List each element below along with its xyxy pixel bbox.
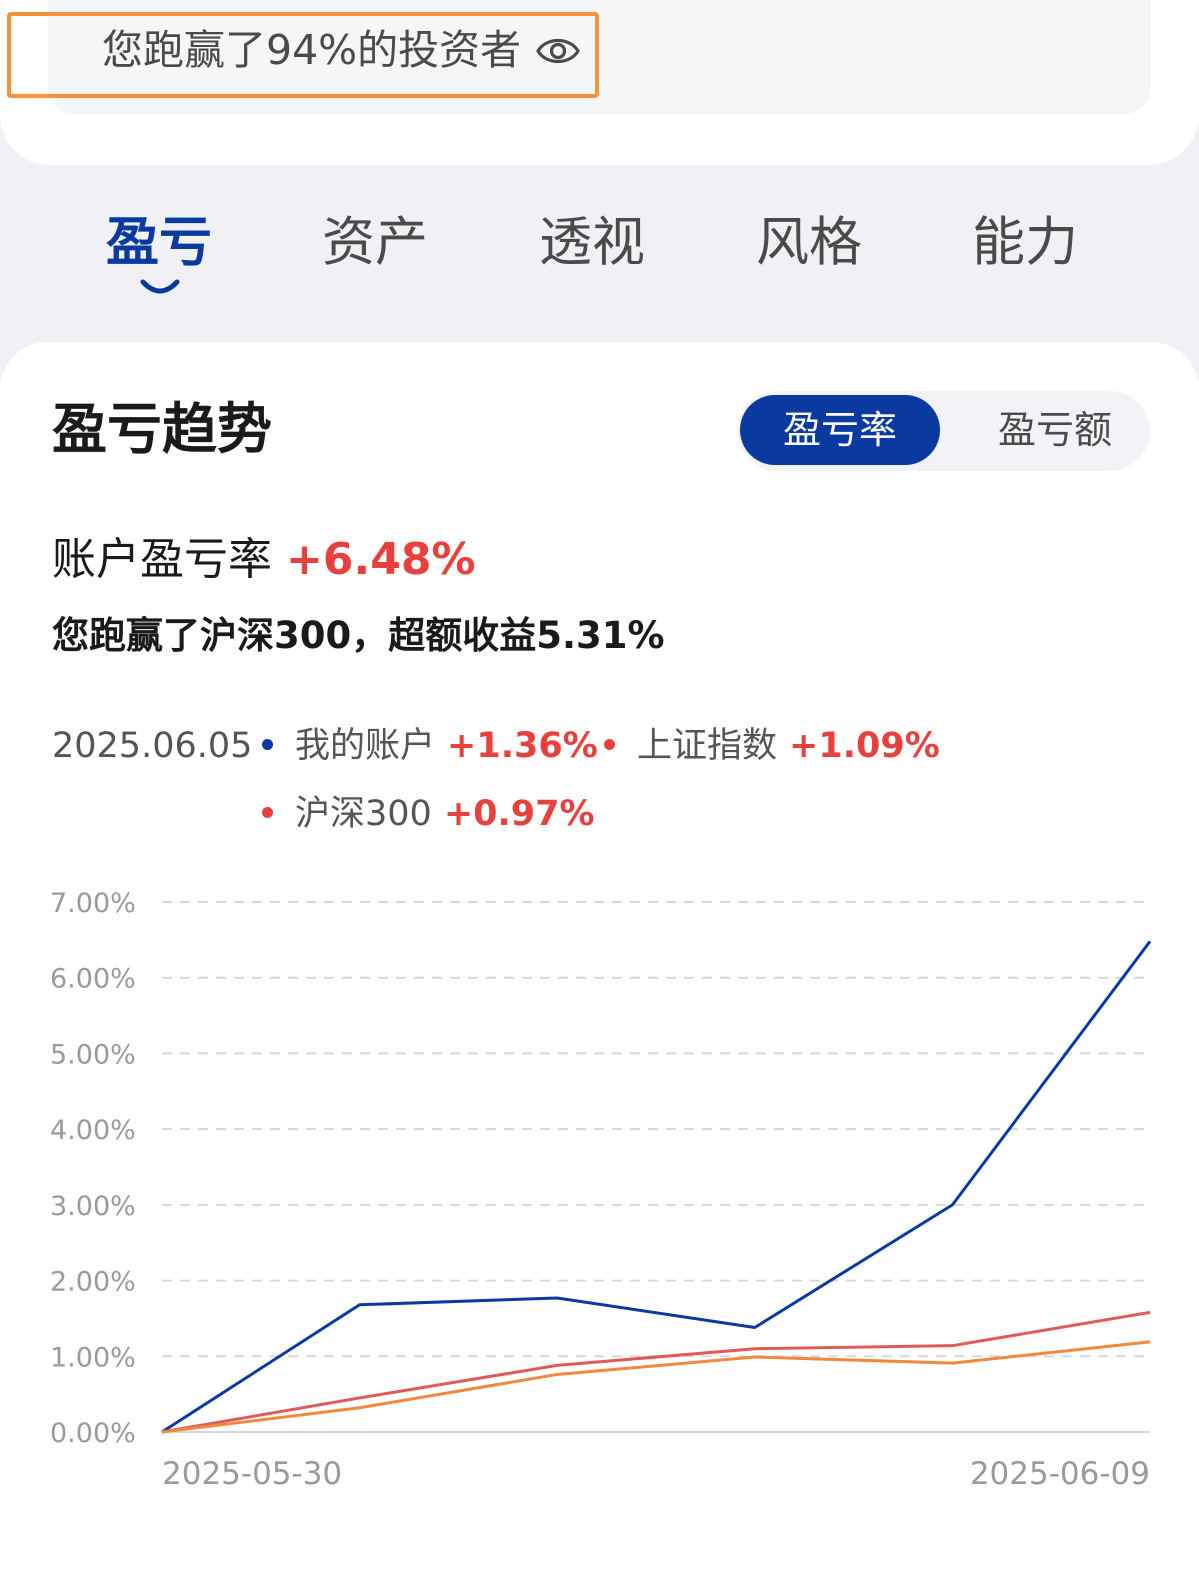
y-tick-label: 1.00% (50, 1342, 136, 1373)
legend-dot-icon (604, 738, 615, 750)
legend-item-account: 我的账户 +1.36% (262, 724, 598, 768)
profit-trend-chart[interactable]: 0.00% 1.00% 2.00% 3.00% 4.00% 5.00% 6.00% 7.00%… (0, 872, 1199, 1532)
beat-index-text: 您跑赢了沪深300，超额收益5.31% (52, 614, 665, 657)
series-line (161, 940, 1152, 1434)
x-tick-label-start: 2025-05-30 (162, 1456, 342, 1492)
series-line (161, 1340, 1151, 1434)
legend-name: 上证指数 (637, 726, 778, 766)
toggle-amount-button[interactable]: 盈亏额 (997, 408, 1112, 452)
section-title: 盈亏趋势 (52, 397, 273, 461)
eye-icon[interactable] (536, 34, 580, 68)
series-line (161, 1310, 1151, 1434)
y-tick-label: 4.00% (50, 1115, 136, 1146)
legend-dot-icon (262, 806, 273, 818)
beat-investors-text: 您跑赢了94%的投资者 (102, 26, 522, 74)
active-tab-indicator (140, 279, 180, 294)
tab-perspective[interactable]: 透视 (539, 212, 645, 273)
summary-card (0, 0, 1199, 165)
account-rate-value: +6.48% (286, 534, 476, 585)
legend-dot-icon (262, 738, 273, 750)
legend-date: 2025.06.05 (52, 726, 253, 766)
tab-assets[interactable]: 资产 (322, 212, 428, 273)
tab-style[interactable]: 风格 (756, 212, 862, 273)
legend-name: 我的账户 (295, 726, 436, 766)
metric-toggle: 盈亏率 盈亏额 (738, 391, 1150, 471)
profit-trend-card: 盈亏趋势 盈亏率 盈亏额 账户盈亏率 +6.48% 您跑赢了沪深300，超额收益5… (0, 342, 1199, 1593)
tab-bar: 盈亏 资产 透视 风格 能力 (0, 190, 1199, 320)
legend-item-shanghai: 上证指数 +1.09% (604, 724, 940, 768)
tab-ability[interactable]: 能力 (972, 212, 1078, 273)
account-rate: 账户盈亏率 +6.48% (52, 532, 476, 588)
y-tick-label: 5.00% (50, 1039, 136, 1070)
legend-value: +0.97% (443, 794, 595, 834)
y-tick-label: 6.00% (50, 964, 136, 995)
y-tick-label: 3.00% (50, 1191, 136, 1222)
toggle-rate-button[interactable]: 盈亏率 (740, 395, 940, 465)
account-rate-label: 账户盈亏率 (52, 534, 272, 585)
y-tick-label: 7.00% (50, 888, 136, 919)
y-tick-label: 2.00% (50, 1267, 136, 1298)
highlight-box (7, 12, 599, 98)
x-tick-label-end: 2025-06-09 (970, 1456, 1150, 1492)
legend-value: +1.36% (447, 726, 598, 766)
legend-name: 沪深300 (295, 794, 432, 834)
tab-profit-loss[interactable]: 盈亏 (106, 212, 212, 273)
legend-value: +1.09% (789, 726, 940, 766)
y-tick-label: 0.00% (50, 1418, 136, 1449)
legend-item-csi300: 沪深300 +0.97% (262, 792, 595, 836)
